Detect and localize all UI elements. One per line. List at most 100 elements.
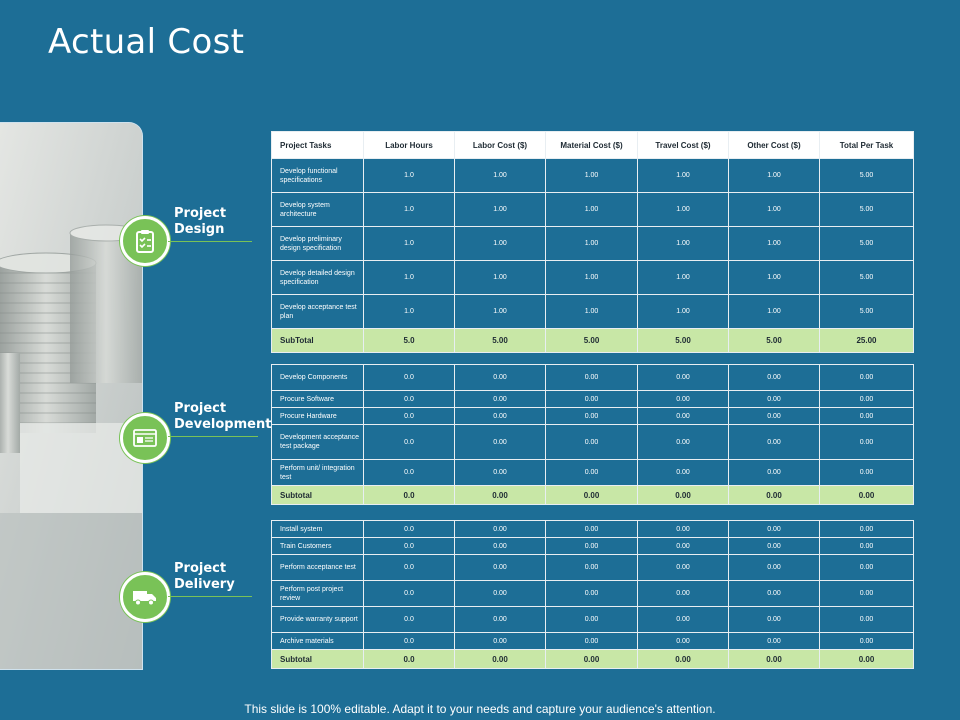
table-cell: 0.00 [637, 554, 729, 581]
subtotal-cell: 0.00 [454, 649, 546, 669]
table-cell: 0.00 [454, 554, 546, 581]
table-cell: 0.00 [545, 407, 638, 425]
table-cell: 1.00 [728, 192, 820, 227]
table-cell: 0.00 [819, 364, 914, 391]
table-cell: 0.0 [363, 580, 455, 607]
project-design-underline [168, 241, 252, 242]
task-cell: Perform post project review [271, 580, 364, 607]
subtotal-cell: 5.00 [637, 328, 729, 353]
table-cell: 0.0 [363, 632, 455, 650]
table-row: Develop detailed design specification 1.… [271, 260, 914, 295]
browser-window-icon [133, 429, 157, 447]
table-cell: 0.00 [819, 606, 914, 633]
table-cell: 0.00 [819, 407, 914, 425]
table-row: Procure Hardware 0.0 0.00 0.00 0.00 0.00… [271, 407, 914, 425]
table-cell: 0.00 [819, 632, 914, 650]
table-cell: 0.0 [363, 606, 455, 633]
table-row: Develop Components 0.0 0.00 0.00 0.00 0.… [271, 364, 914, 391]
table-cell: 0.00 [545, 606, 638, 633]
table-cell: 0.0 [363, 390, 455, 408]
subtotal-cell: 0.00 [728, 649, 820, 669]
subtotal-cell: 5.00 [545, 328, 638, 353]
project-design-label: Project Design [174, 206, 227, 237]
task-cell: Develop Components [271, 364, 364, 391]
project-design-badge [120, 216, 170, 266]
table-cell: 1.00 [728, 260, 820, 295]
table-row: Develop acceptance test plan 1.0 1.00 1.… [271, 294, 914, 329]
subtotal-cell: 5.0 [363, 328, 455, 353]
table-cell: 0.00 [728, 554, 820, 581]
table-row: Develop preliminary design specification… [271, 226, 914, 261]
table-cell: 0.00 [728, 390, 820, 408]
table-cell: 1.00 [545, 192, 638, 227]
project-delivery-label: Project Delivery [174, 561, 235, 592]
table-cell: 1.0 [363, 294, 455, 329]
table-row: Archive materials 0.0 0.00 0.00 0.00 0.0… [271, 632, 914, 650]
table-cell: 1.00 [545, 226, 638, 261]
table-cell: 0.00 [454, 407, 546, 425]
column-header: Other Cost ($) [728, 131, 820, 159]
table-cell: 1.00 [545, 260, 638, 295]
table-cell: 0.00 [545, 424, 638, 460]
subtotal-cell: 0.00 [728, 485, 820, 505]
table-cell: 0.00 [454, 459, 546, 486]
table-cell: 0.00 [454, 520, 546, 538]
task-cell: Develop functional specifications [271, 158, 364, 193]
table-cell: 5.00 [819, 192, 914, 227]
table-cell: 0.00 [454, 606, 546, 633]
subtotal-cell: 0.00 [545, 485, 638, 505]
table-cell: 5.00 [819, 158, 914, 193]
subtotal-cell: 5.00 [728, 328, 820, 353]
table-cell: 1.0 [363, 226, 455, 261]
column-header: Project Tasks [271, 131, 364, 159]
table-cell: 0.00 [819, 390, 914, 408]
table-header-row: Project Tasks Labor Hours Labor Cost ($)… [271, 131, 914, 159]
task-cell: Train Customers [271, 537, 364, 555]
project-delivery-table: Install system 0.0 0.00 0.00 0.00 0.00 0… [271, 520, 914, 669]
table-cell: 1.00 [637, 226, 729, 261]
table-cell: 0.0 [363, 520, 455, 538]
subtotal-cell: 0.0 [363, 649, 455, 669]
subtotal-cell: 0.00 [637, 485, 729, 505]
subtotal-row: Subtotal 0.0 0.00 0.00 0.00 0.00 0.00 [271, 649, 914, 669]
table-cell: 1.00 [545, 158, 638, 193]
task-cell: Install system [271, 520, 364, 538]
table-cell: 5.00 [819, 226, 914, 261]
table-cell: 0.00 [545, 459, 638, 486]
page-title: Actual Cost [48, 22, 245, 62]
subtotal-cell: 0.00 [819, 649, 914, 669]
table-cell: 0.00 [637, 364, 729, 391]
table-row: Provide warranty support 0.0 0.00 0.00 0… [271, 606, 914, 633]
subtotal-row: SubTotal 5.0 5.00 5.00 5.00 5.00 25.00 [271, 328, 914, 353]
clipboard-checklist-icon [136, 230, 154, 253]
coins-photo [0, 122, 143, 670]
table-cell: 0.00 [545, 632, 638, 650]
column-header: Material Cost ($) [545, 131, 638, 159]
project-design-table: Project Tasks Labor Hours Labor Cost ($)… [271, 131, 914, 353]
table-cell: 0.0 [363, 554, 455, 581]
task-cell: Develop detailed design specification [271, 260, 364, 295]
table-cell: 0.00 [819, 554, 914, 581]
table-cell: 1.00 [637, 294, 729, 329]
table-cell: 0.0 [363, 407, 455, 425]
subtotal-label: SubTotal [271, 328, 364, 353]
table-cell: 1.0 [363, 192, 455, 227]
table-cell: 1.00 [454, 294, 546, 329]
subtotal-cell: 25.00 [819, 328, 914, 353]
table-cell: 0.00 [819, 580, 914, 607]
table-cell: 0.00 [454, 632, 546, 650]
task-cell: Provide warranty support [271, 606, 364, 633]
table-cell: 0.00 [728, 364, 820, 391]
table-cell: 0.00 [454, 364, 546, 391]
table-cell: 5.00 [819, 294, 914, 329]
project-development-badge [120, 413, 170, 463]
column-header: Travel Cost ($) [637, 131, 729, 159]
project-delivery-underline [168, 596, 252, 597]
table-cell: 0.00 [545, 520, 638, 538]
table-cell: 0.0 [363, 459, 455, 486]
delivery-truck-icon [133, 591, 156, 606]
table-cell: 1.00 [637, 192, 729, 227]
table-row: Perform post project review 0.0 0.00 0.0… [271, 580, 914, 607]
task-cell: Procure Hardware [271, 407, 364, 425]
table-cell: 0.00 [454, 424, 546, 460]
